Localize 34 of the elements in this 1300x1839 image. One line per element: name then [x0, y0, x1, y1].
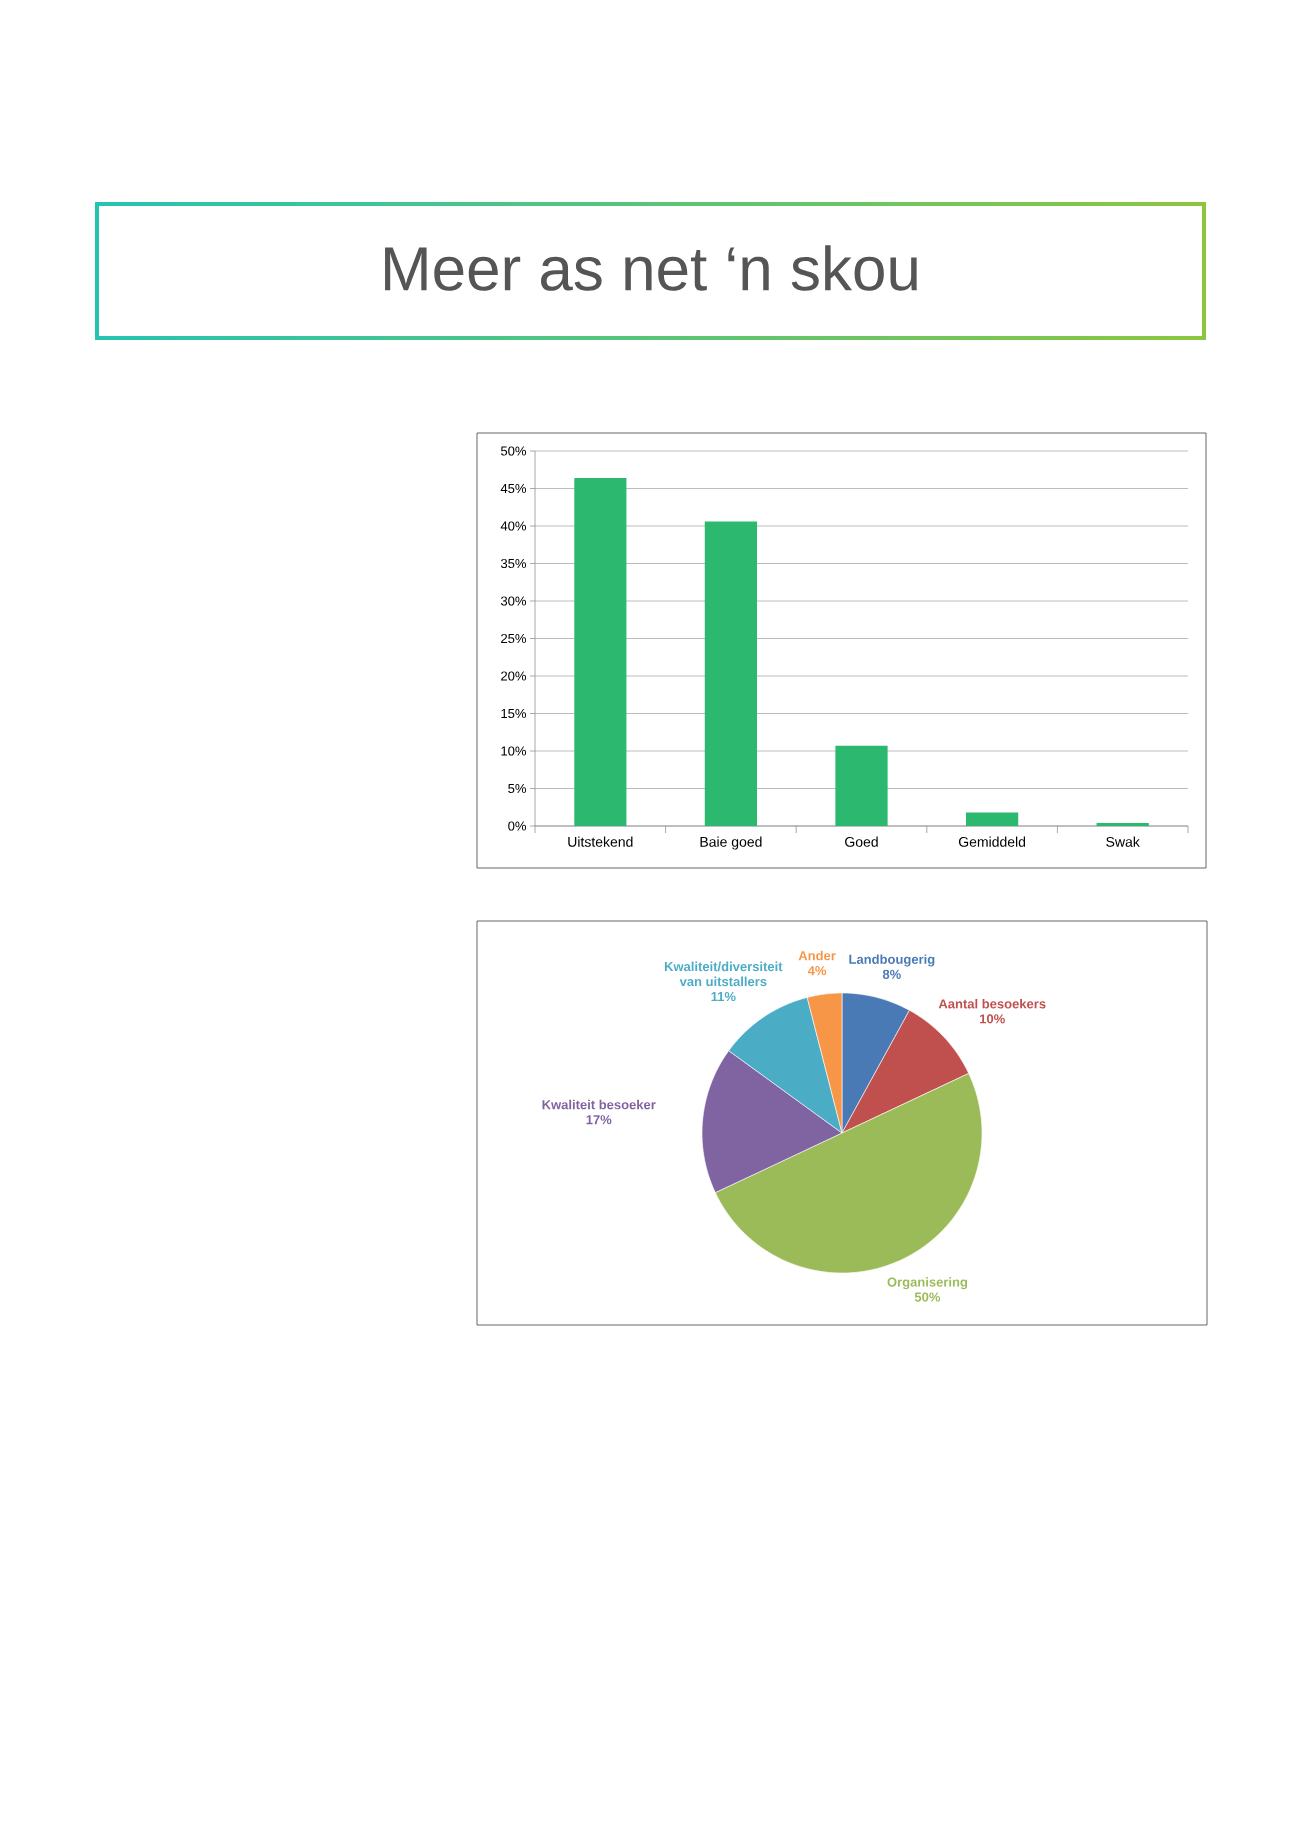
x-tick-label: Gemiddeld — [958, 836, 1026, 847]
slice-label: Kwaliteit/diversiteit van uitstallers — [664, 961, 783, 987]
chart-title: Meer as net ‘n skou — [385, 245, 917, 291]
y-tick-label: 10% — [501, 746, 527, 756]
slice-label: Kwaliteit besoeker — [542, 1099, 656, 1110]
y-tick-label: 0% — [508, 821, 527, 831]
bar — [1096, 823, 1149, 827]
x-tick-label: Baie goed — [700, 836, 762, 850]
y-tick-label: 20% — [501, 671, 527, 681]
y-tick-label: 45% — [500, 483, 527, 494]
y-tick-label: 15% — [501, 708, 527, 719]
y-tick-label: 30% — [500, 596, 527, 606]
data-label: 4% — [807, 966, 827, 976]
x-tick-label: Swak — [1106, 836, 1140, 847]
y-tick-label: 35% — [500, 558, 527, 569]
x-tick-label: Goed — [845, 836, 878, 847]
bar — [965, 812, 1019, 827]
bar — [835, 745, 888, 827]
y-tick-label: 25% — [501, 633, 527, 644]
y-tick-label: 50% — [500, 446, 527, 456]
slice-label: Ander — [798, 950, 836, 961]
y-tick-label: 5% — [508, 783, 527, 794]
data-label: 8% — [882, 969, 901, 979]
data-label: 17% — [586, 1115, 612, 1125]
slice-label: Aantal besoekers — [938, 998, 1046, 1009]
slice-label: Organisering — [887, 1277, 968, 1290]
data-label: 10% — [980, 1014, 1005, 1024]
x-tick-label: Uitstekend — [568, 836, 633, 847]
bar — [574, 478, 627, 827]
slice-label: Landbougerig — [849, 954, 935, 967]
bar — [704, 521, 758, 827]
y-tick-label: 40% — [500, 521, 527, 531]
data-label: 50% — [914, 1292, 941, 1302]
data-label: 11% — [711, 991, 736, 1002]
